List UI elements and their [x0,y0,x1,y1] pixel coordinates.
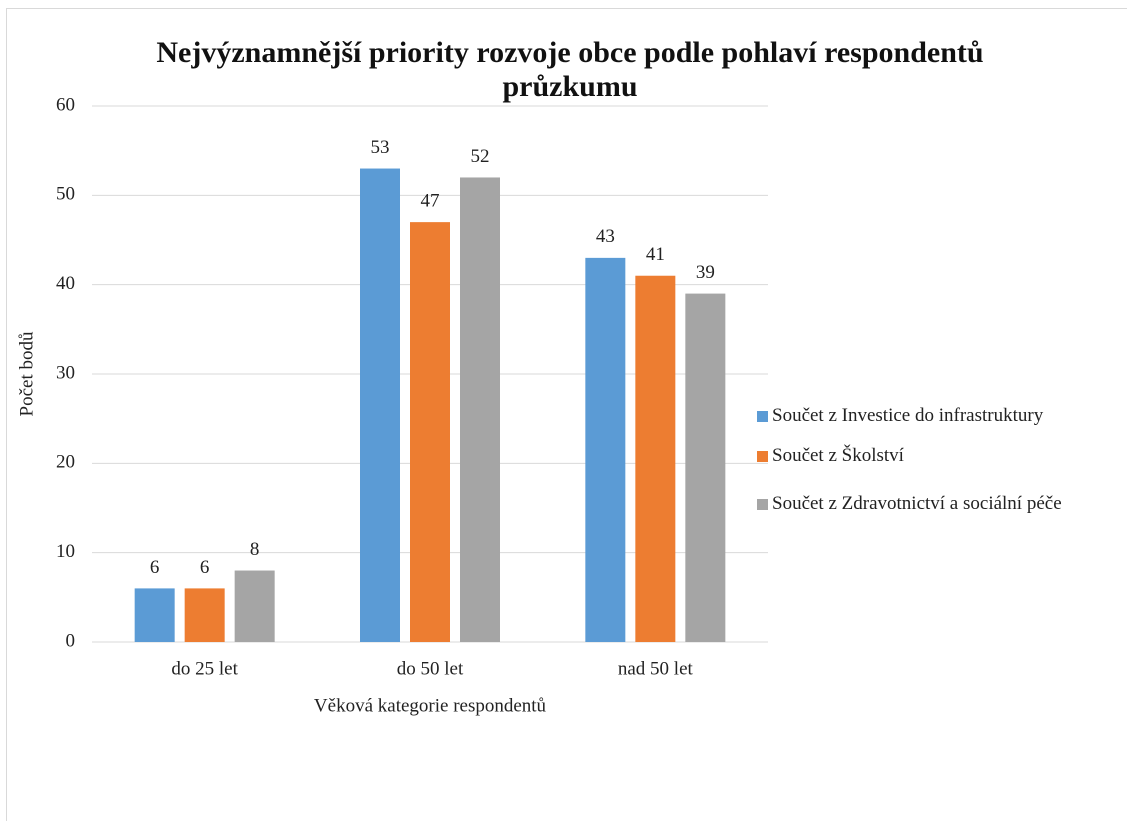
legend-swatch [757,451,768,462]
y-tick-label: 40 [56,273,75,294]
y-tick-label: 50 [56,184,75,205]
data-label: 43 [596,226,615,247]
bar [635,275,676,642]
legend-label: Součet z Školství [772,445,904,466]
data-label: 41 [646,244,665,265]
chart-title: Nejvýznamnější priority rozvoje obce pod… [156,36,984,103]
bar [360,168,400,643]
y-tick-label: 60 [56,94,75,115]
bar [184,588,225,642]
y-tick-label: 30 [56,362,75,383]
x-tick-label: nad 50 let [618,658,694,679]
data-label: 53 [371,137,390,158]
legend-label: Součet z Investice do infrastruktury [772,405,1044,426]
legend-entry: Součet z Investice do infrastruktury [757,404,1122,428]
data-label: 6 [200,557,210,578]
y-tick-label: 10 [56,541,75,562]
bar [134,588,175,642]
legend-swatch [757,499,768,510]
bar [460,177,500,642]
chart-border [6,8,1127,821]
x-tick-label: do 25 let [171,658,238,679]
bar [410,222,450,642]
bar [585,257,626,642]
bar [685,293,726,642]
data-label: 8 [250,539,260,560]
y-tick-label: 0 [66,630,76,651]
data-label: 47 [421,190,440,211]
y-axis-title: Počet bodů [16,331,37,416]
y-tick-label: 20 [56,452,75,473]
data-label: 39 [696,262,715,283]
legend-swatch [757,411,768,422]
data-label: 52 [471,146,490,167]
x-axis-title: Věková kategorie respondentů [314,695,547,716]
bar [234,570,275,642]
legend-entry: Součet z Školství [757,444,1122,468]
legend-label: Součet z Zdravotnictví a sociální péče [772,493,1062,514]
legend-entry: Součet z Zdravotnictví a sociální péče [757,492,1122,516]
data-label: 6 [150,557,160,578]
x-tick-label: do 50 let [397,658,464,679]
